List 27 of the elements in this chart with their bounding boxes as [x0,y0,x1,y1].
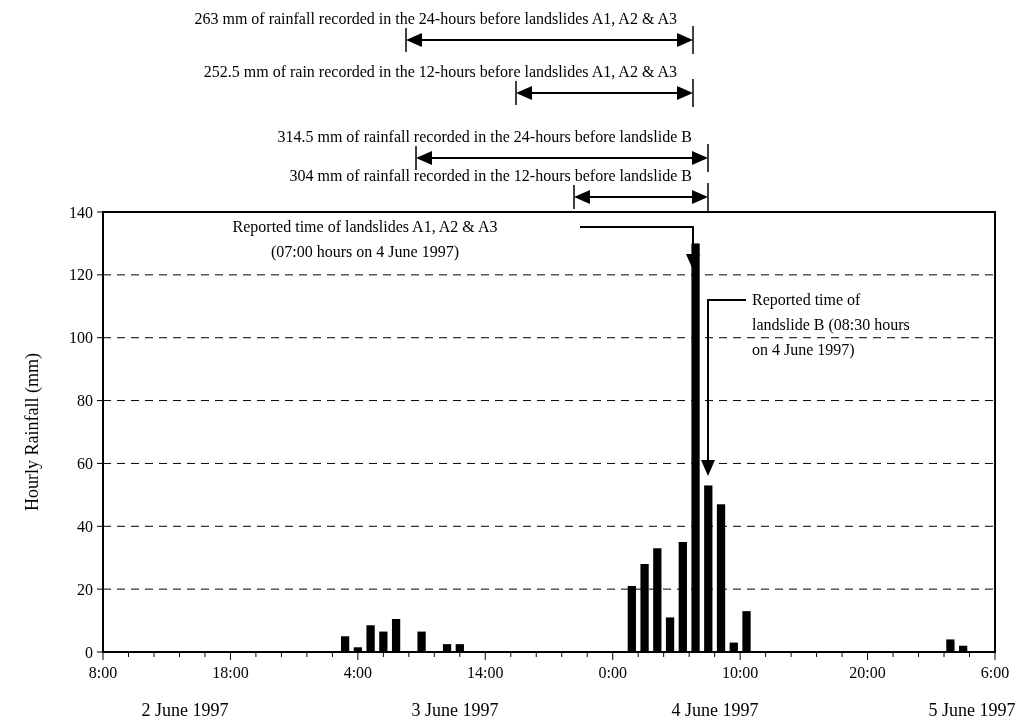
y-tick-label: 80 [77,392,93,410]
text: 263 mm of rainfall recorded in the 24-hours before landslides A1, A2 & A3 [194,10,677,27]
y-tick-label: 60 [77,455,93,473]
text: 252.5 mm of rain recorded in the 12-hours before landslides A1, A2 & A3 [203,63,677,80]
annotation: Reported time of landslide B (08:30 hours on 4 June 1997) [752,291,910,359]
y-tick-label: 40 [77,517,93,535]
y-axis-title: Hourly Rainfall (mm) [22,353,43,511]
text: 304 mm of rainfall recorded in the 12-hours before landslide B [289,167,692,184]
x-tick-label: 0:00 [598,664,627,681]
text: 4 June 1997 [671,700,759,720]
x-tick-label: 6:00 [980,664,1010,681]
x-tick-label: 10:00 [721,664,759,681]
y-tick-label: 140 [69,203,93,221]
text: 2 June 1997 [141,700,229,720]
y-tick-label: 100 [69,329,93,347]
y-tick-label: 0 [85,643,93,661]
x-tick-label: 14:00 [467,664,504,681]
text: 314.5 mm of rainfall recorded in the 24-hours before landslide B [277,128,692,145]
x-tick-label: 4:00 [343,664,373,681]
text: 5 June 1997 [928,700,1016,720]
x-tick-label: 20:00 [849,664,886,681]
y-tick-label: 20 [77,580,93,598]
y-tick-label: 120 [69,266,93,284]
x-tick-label: 8:00 [88,664,118,681]
text: 3 June 1997 [411,700,499,720]
x-tick-label: 18:00 [212,664,249,681]
annotation: Reported time of landslides A1, A2 & A3 (07:00 hours on 4 June 1997) [232,218,498,261]
